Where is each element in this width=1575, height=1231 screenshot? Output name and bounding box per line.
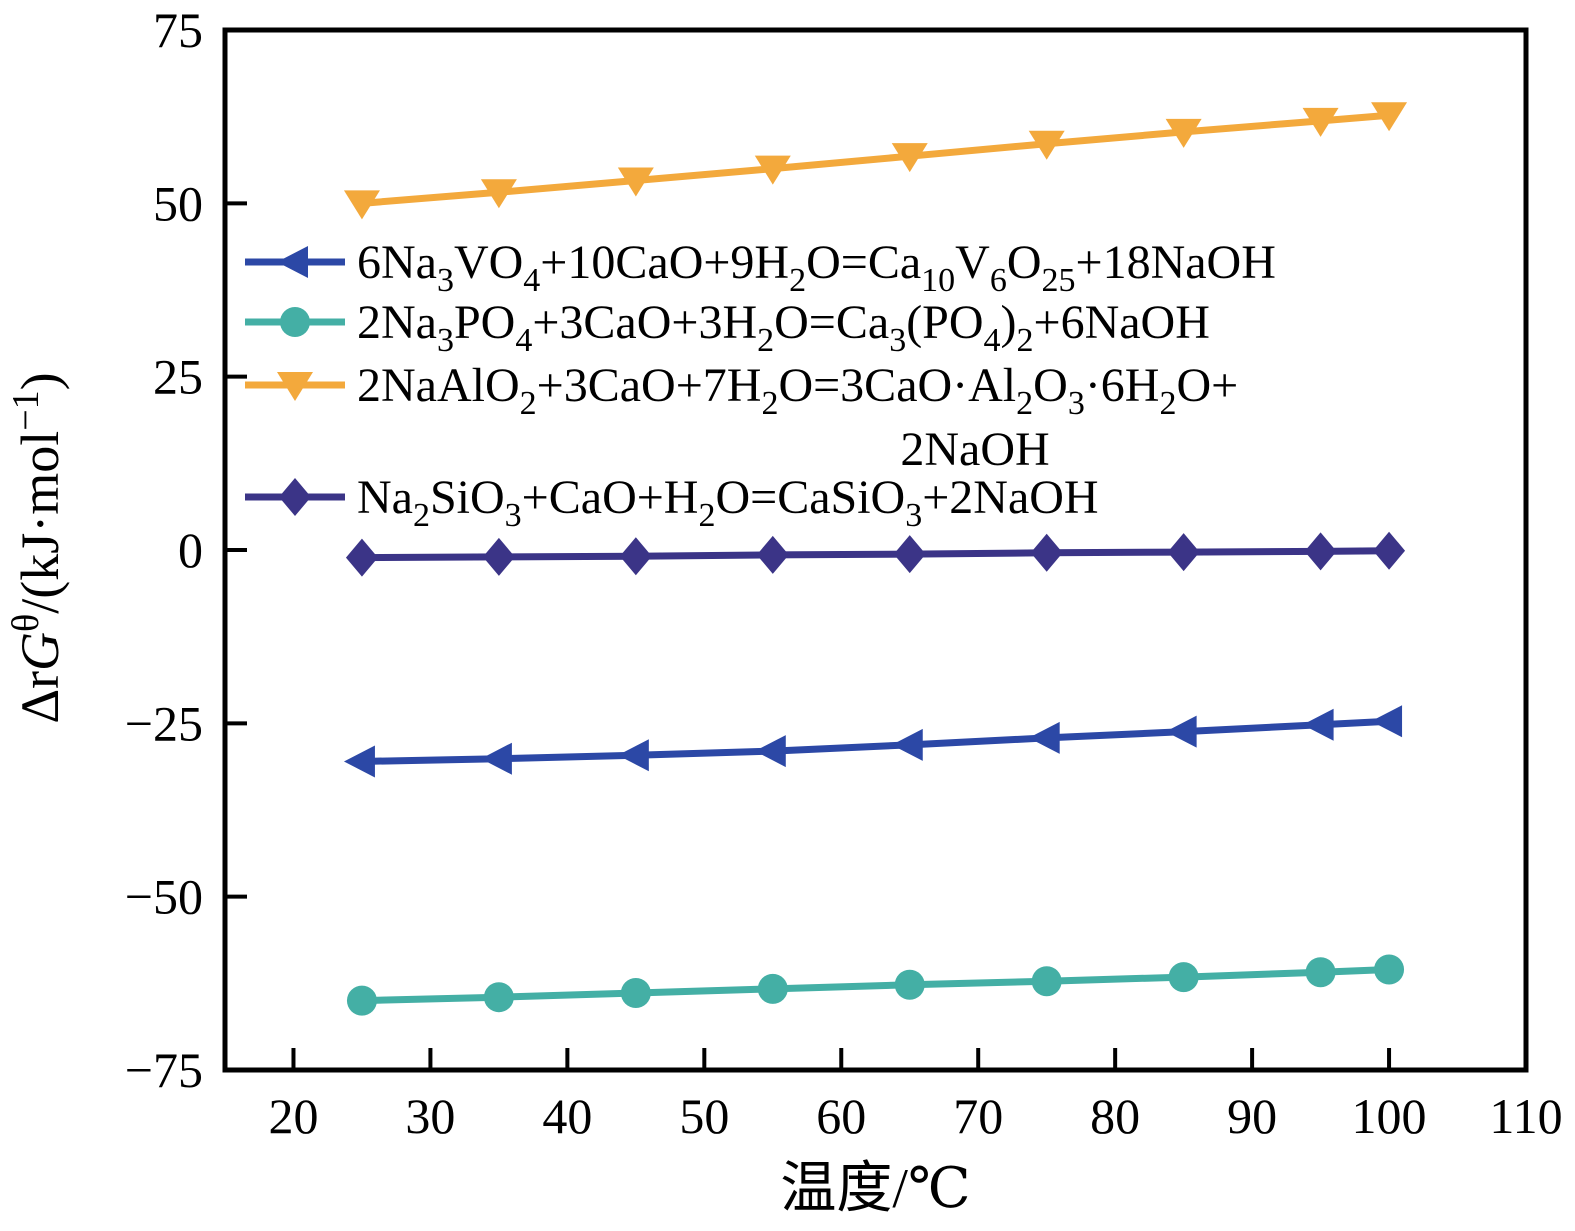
- series-line-phosphate-reaction: [361, 965, 1390, 1005]
- data-point-silicate-reaction: [345, 538, 378, 577]
- legend-label-phosphate-reaction: 2Na3PO4+3CaO+3H2O=Ca3(PO4)2+6NaOH: [357, 296, 1210, 359]
- data-point-silicate-reaction: [1304, 532, 1337, 571]
- data-point-vanadate-reaction: [1028, 721, 1060, 754]
- data-point-phosphate-reaction: [1305, 957, 1336, 988]
- data-point-phosphate-reaction: [620, 978, 651, 1009]
- x-tick-label: 110: [1489, 1088, 1562, 1144]
- data-point-aluminate-reaction: [617, 167, 654, 197]
- data-point-phosphate-reaction: [346, 985, 377, 1016]
- data-point-vanadate-reaction: [343, 745, 375, 778]
- data-point-phosphate-reaction: [1031, 966, 1062, 997]
- legend-label-wrap-aluminate-reaction: 2NaOH: [900, 423, 1049, 476]
- data-point-silicate-reaction: [1030, 533, 1063, 572]
- data-point-vanadate-reaction: [617, 739, 649, 772]
- legend-label-vanadate-reaction: 6Na3VO4+10CaO+9H2O=Ca10V6O25+18NaOH: [357, 236, 1276, 299]
- data-point-phosphate-reaction: [1168, 962, 1199, 993]
- data-point-aluminate-reaction: [1371, 102, 1408, 132]
- data-point-phosphate-reaction: [1374, 954, 1405, 985]
- data-point-aluminate-reaction: [1165, 118, 1202, 148]
- data-point-vanadate-reaction: [754, 735, 786, 768]
- data-point-phosphate-reaction: [894, 969, 925, 1000]
- data-point-aluminate-reaction: [891, 143, 928, 173]
- y-tick-label: −50: [125, 869, 203, 925]
- legend-marker-vanadate-reaction: [277, 246, 308, 278]
- data-point-vanadate-reaction: [891, 728, 923, 761]
- series-line-aluminate-reaction: [361, 111, 1390, 207]
- y-tick-label: 25: [153, 349, 203, 405]
- data-point-aluminate-reaction: [754, 155, 791, 185]
- y-tick-label: 0: [178, 522, 203, 578]
- legend-label-aluminate-reaction: 2NaAlO2+3CaO+7H2O=3CaO·Al2O3·6H2O+: [357, 359, 1238, 422]
- x-tick-label: 20: [268, 1088, 318, 1144]
- x-tick-label: 30: [405, 1088, 455, 1144]
- y-tick-label: −25: [125, 695, 203, 751]
- data-point-silicate-reaction: [893, 535, 926, 574]
- data-point-silicate-reaction: [482, 537, 515, 576]
- legend-marker-silicate-reaction: [279, 478, 311, 516]
- data-point-aluminate-reaction: [1302, 107, 1339, 137]
- x-tick-label: 50: [679, 1088, 729, 1144]
- data-point-silicate-reaction: [619, 537, 652, 576]
- y-tick-label: 50: [153, 175, 203, 231]
- data-point-vanadate-reaction: [1165, 715, 1197, 748]
- data-point-phosphate-reaction: [483, 982, 514, 1013]
- data-point-vanadate-reaction: [480, 742, 512, 775]
- legend-marker-phosphate-reaction: [280, 307, 310, 337]
- data-point-phosphate-reaction: [757, 973, 788, 1004]
- data-point-vanadate-reaction: [1302, 708, 1334, 741]
- data-point-aluminate-reaction: [480, 179, 517, 209]
- x-tick-label: 80: [1090, 1088, 1140, 1144]
- data-point-silicate-reaction: [1373, 531, 1406, 570]
- y-tick-label: −75: [125, 1042, 203, 1098]
- x-tick-label: 70: [953, 1088, 1003, 1144]
- x-tick-label: 60: [816, 1088, 866, 1144]
- x-axis-label: 温度/℃: [780, 1158, 970, 1220]
- data-point-aluminate-reaction: [343, 190, 380, 220]
- x-tick-label: 40: [542, 1088, 592, 1144]
- data-point-silicate-reaction: [1167, 533, 1200, 572]
- legend-marker-aluminate-reaction: [277, 372, 313, 401]
- data-point-silicate-reaction: [756, 535, 789, 574]
- y-tick-label: 75: [153, 2, 203, 58]
- legend-label-silicate-reaction: Na2SiO3+CaO+H2O=CaSiO3+2NaOH: [357, 471, 1099, 534]
- series-line-vanadate-reaction: [361, 717, 1390, 765]
- y-axis-label: ΔrGθ/(kJ·mol−1): [5, 372, 70, 723]
- x-tick-label: 100: [1352, 1088, 1427, 1144]
- data-point-aluminate-reaction: [1028, 130, 1065, 160]
- data-point-vanadate-reaction: [1371, 705, 1403, 738]
- x-tick-label: 90: [1227, 1088, 1277, 1144]
- series-line-silicate-reaction: [361, 547, 1390, 562]
